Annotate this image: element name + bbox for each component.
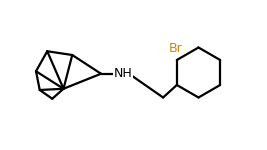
Text: Br: Br	[169, 42, 182, 55]
Text: NH: NH	[114, 67, 133, 80]
